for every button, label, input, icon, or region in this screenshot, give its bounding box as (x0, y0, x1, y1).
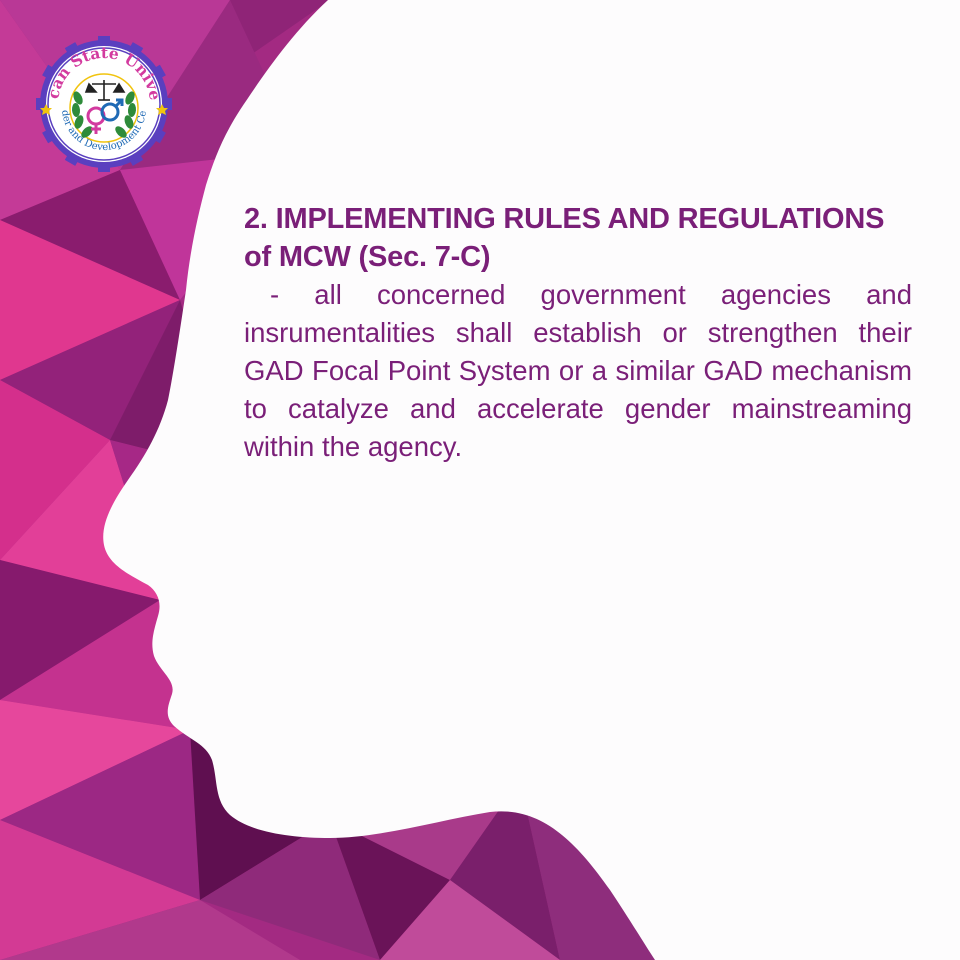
content-block: 2. IMPLEMENTING RULES AND REGULATIONS of… (244, 200, 912, 466)
body-text: - all concerned government agencies and … (244, 279, 912, 462)
heading-line-2: of MCW (Sec. 7-C) (244, 241, 491, 273)
university-seal: Bulacan State University Gender and Deve… (36, 36, 172, 172)
scales-of-justice-icon (84, 80, 126, 101)
laurel-wreath-icon (71, 91, 137, 138)
heading-line-1: 2. IMPLEMENTING RULES AND REGULATIONS (244, 203, 885, 235)
star-icon (40, 104, 168, 115)
body-paragraph: - all concerned government agencies and … (244, 276, 912, 466)
gender-symbols-icon (86, 98, 124, 134)
section-heading: 2. IMPLEMENTING RULES AND REGULATIONS of… (244, 200, 912, 276)
head-silhouette (103, 0, 960, 960)
